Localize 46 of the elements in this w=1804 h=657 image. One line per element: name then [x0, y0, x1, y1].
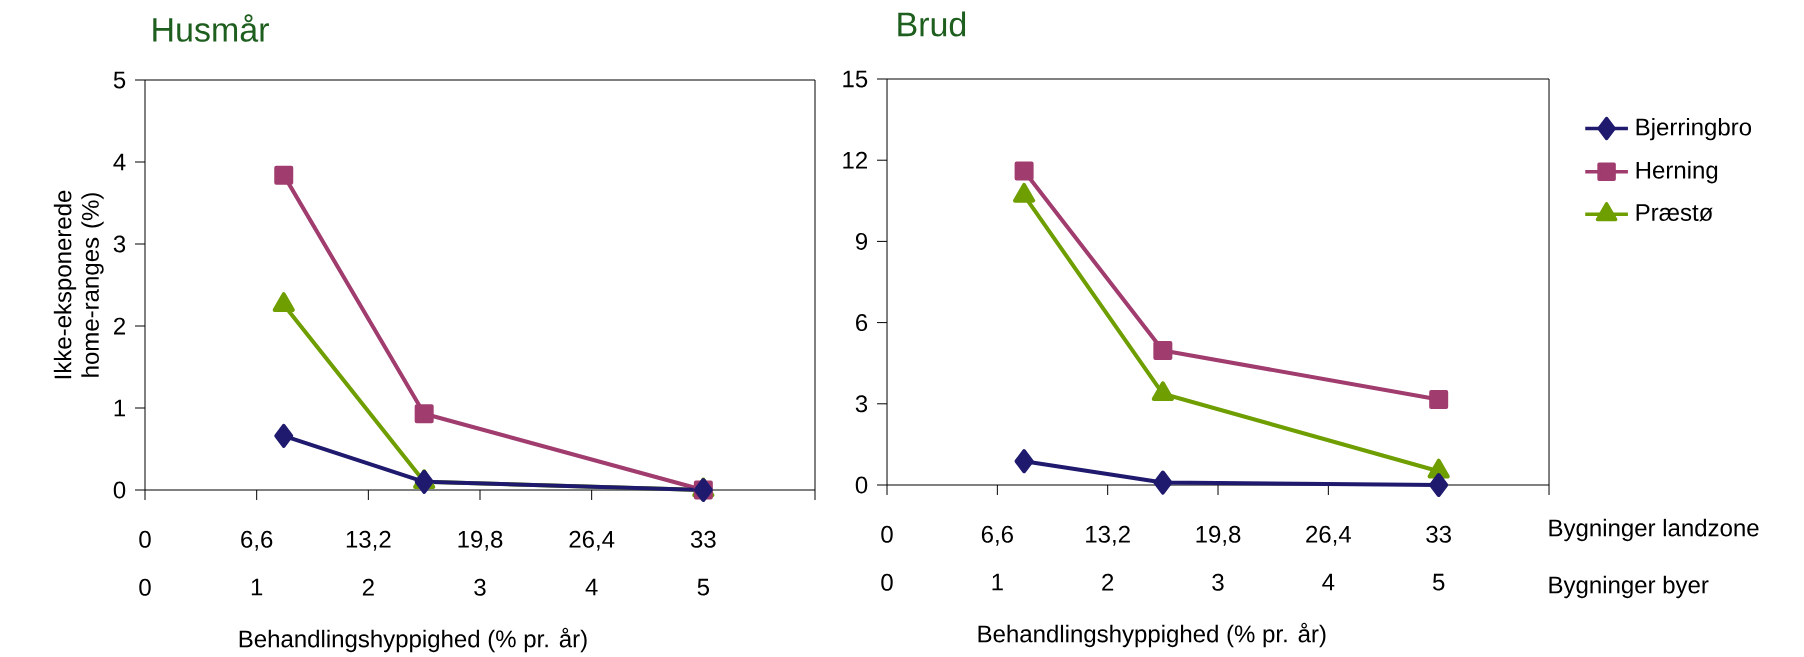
y-tick-label: 0: [113, 481, 126, 499]
x-tick-label: 13,2: [346, 530, 391, 551]
y-tick-label: 6: [856, 314, 868, 332]
x-axis-title: Behandlingshyppighed (% pr. år): [978, 622, 1326, 648]
x-tick-label: 26,4: [569, 530, 615, 551]
chart-title: Husmår: [153, 14, 269, 42]
x2-tick-label: 5: [1432, 573, 1445, 591]
y-tick-label: 1: [114, 399, 125, 417]
legend-label: Præstø: [1636, 204, 1713, 222]
chart-title: Brud: [898, 11, 966, 37]
x-tick-label: 19,8: [458, 530, 503, 551]
y-tick-label: 15: [843, 70, 868, 88]
y-tick-label: 12: [843, 151, 867, 169]
text: Bygninger byer: [1549, 575, 1709, 599]
x-tick-label: 33: [690, 530, 716, 548]
x2-tick-label: 3: [1212, 573, 1224, 591]
x-tick-label: 19,8: [1196, 525, 1241, 546]
y-tick-label: 2: [114, 317, 125, 335]
x2-tick-label: 2: [362, 578, 374, 596]
legend-label: Bjerringbro: [1636, 117, 1752, 141]
x2-tick-label: 4: [585, 578, 598, 596]
y-tick-label: 5: [113, 71, 126, 89]
x-tick-label: 6,6: [981, 525, 1013, 546]
x2-tick-label: 1: [251, 578, 263, 596]
x-tick-label: 6,6: [241, 530, 273, 551]
x-tick-label: 13,2: [1086, 525, 1130, 546]
x-tick-label: 33: [1426, 525, 1451, 543]
x2-tick-label: 5: [697, 578, 710, 596]
y-tick-label: 9: [855, 232, 868, 250]
x-tick-label: 0: [881, 525, 893, 543]
x2-tick-label: 4: [1322, 573, 1335, 591]
x-tick-label: 26,4: [1306, 525, 1351, 546]
x2-tick-label: 2: [1102, 573, 1114, 591]
y-tick-label: 4: [113, 153, 126, 171]
y-tick-label: 3: [855, 395, 868, 413]
x-axis-title: Behandlingshyppighed (% pr. år): [239, 627, 587, 653]
x2-tick-label: 3: [474, 578, 486, 596]
x-tick-label: 0: [139, 530, 151, 548]
x2-tick-label: 1: [992, 573, 1003, 591]
y-axis-title: Ikke-eksponerede home-ranges (%): [53, 190, 104, 379]
x2-tick-label: 0: [139, 578, 151, 596]
y-tick-label: 3: [113, 235, 126, 253]
x2-tick-label: 0: [881, 573, 893, 591]
legend-label: Herning: [1636, 161, 1718, 184]
text: Bygninger landzone: [1549, 518, 1759, 542]
y-tick-label: 0: [855, 476, 868, 494]
